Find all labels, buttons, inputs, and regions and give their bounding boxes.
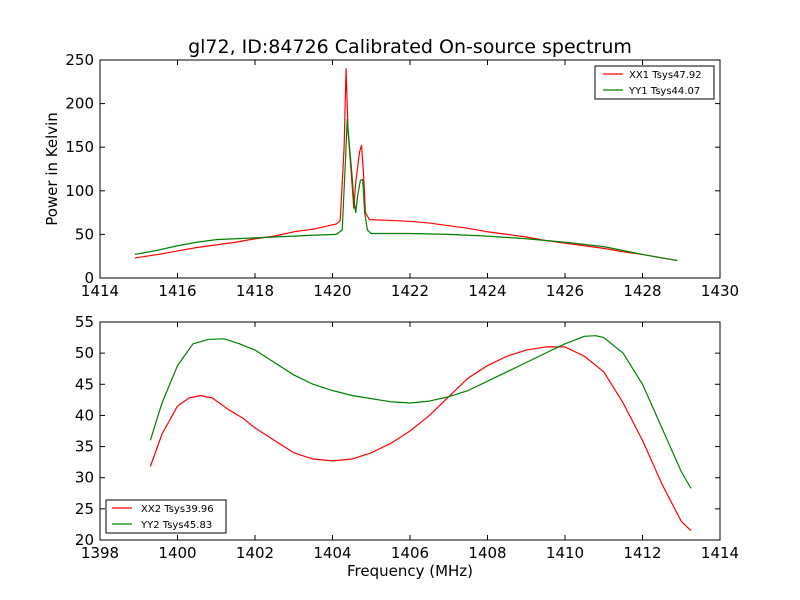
- top-y-tick-label: 0: [84, 269, 94, 287]
- bottom-legend: XX2 Tsys39.96 YY2 Tsys45.83: [105, 499, 227, 534]
- bottom-x-tick-label: 1410: [546, 544, 584, 562]
- bottom-y-tick-label: 35: [75, 438, 94, 456]
- top-plot: 1414 1416 1418 1420 1422 1424 1426 1428 1430 0 50 1…: [43, 51, 739, 300]
- bottom-legend-label-xx2: XX2 Tsys39.96: [141, 504, 214, 515]
- bottom-x-tick-label: 1400: [158, 544, 196, 562]
- top-legend-label-yy1: YY1 Tsys44.07: [628, 86, 700, 97]
- bottom-y-tick-label: 55: [75, 313, 94, 331]
- top-legend-label-xx1: XX1 Tsys47.92: [629, 70, 702, 81]
- bottom-y-tick-label: 45: [75, 375, 94, 393]
- top-x-tick-label: 1422: [391, 282, 429, 300]
- bottom-x-tick-label: 1408: [468, 544, 506, 562]
- chart-title: gl72, ID:84726 Calibrated On-source spec…: [188, 36, 632, 58]
- bottom-x-tick-label: 1402: [236, 544, 274, 562]
- bottom-y-tick-label: 25: [75, 500, 94, 518]
- top-y-tick-label: 100: [65, 182, 94, 200]
- bottom-x-tick-label: 1398: [81, 544, 119, 562]
- bottom-x-tick-label: 1412: [623, 544, 661, 562]
- top-y-tick-label: 150: [65, 138, 94, 156]
- top-x-tick-label: 1420: [313, 282, 351, 300]
- bottom-x-tick-label: 1414: [701, 544, 739, 562]
- bottom-x-tick-label: 1406: [391, 544, 429, 562]
- bottom-x-axis-label: Frequency (MHz): [347, 562, 473, 580]
- bottom-ticks: 1398 1400 1402 1404 1406 1408 1410 1412 1414 20 25…: [75, 313, 739, 562]
- top-legend-box: [594, 65, 715, 100]
- bottom-series-group: [149, 335, 692, 532]
- bottom-y-tick-label: 20: [75, 531, 94, 549]
- top-x-tick-label: 1424: [468, 282, 506, 300]
- bottom-legend-box: [105, 499, 227, 534]
- bottom-y-tick-label: 30: [75, 469, 94, 487]
- top-y-axis-label: Power in Kelvin: [43, 112, 61, 226]
- top-x-tick-label: 1430: [701, 282, 739, 300]
- top-ticks: 1414 1416 1418 1420 1422 1424 1426 1428 1430 0 50 1…: [65, 51, 739, 300]
- top-y-tick-label: 250: [65, 51, 94, 69]
- top-x-tick-label: 1418: [236, 282, 274, 300]
- top-y-tick-label: 200: [65, 95, 94, 113]
- top-x-tick-label: 1414: [81, 282, 119, 300]
- top-series-group: [134, 68, 678, 262]
- top-x-tick-label: 1416: [158, 282, 196, 300]
- top-series-line-2: [134, 118, 678, 262]
- top-x-tick-label: 1428: [623, 282, 661, 300]
- bottom-x-tick-label: 1404: [313, 544, 351, 562]
- bottom-series-line-1: [149, 346, 692, 532]
- bottom-series-line-2: [149, 335, 692, 489]
- top-x-tick-label: 1426: [546, 282, 584, 300]
- bottom-legend-label-yy2: YY2 Tsys45.83: [140, 520, 212, 531]
- bottom-y-tick-label: 40: [75, 406, 94, 424]
- top-y-tick-label: 50: [75, 225, 94, 243]
- bottom-y-tick-label: 50: [75, 344, 94, 362]
- top-legend: XX1 Tsys47.92 YY1 Tsys44.07: [594, 65, 715, 100]
- bottom-plot: 1398 1400 1402 1404 1406 1408 1410 1412 1414 20 25…: [75, 313, 739, 580]
